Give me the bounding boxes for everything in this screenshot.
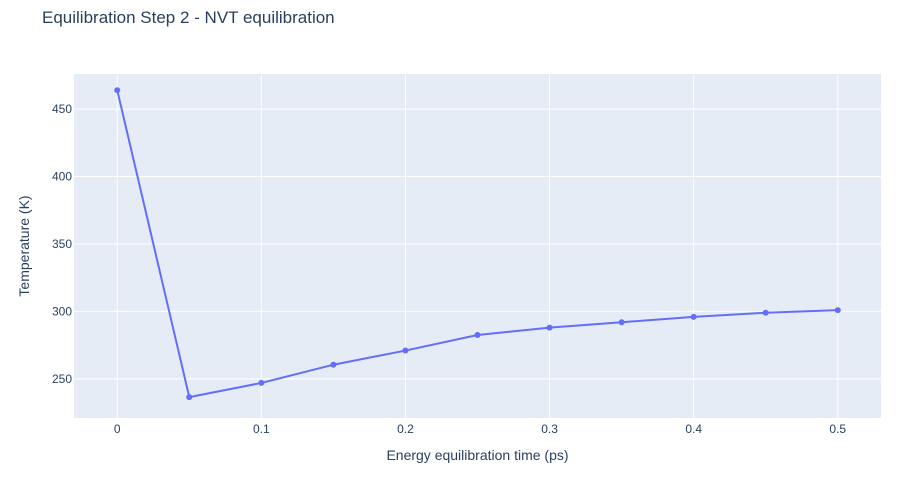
x-axis-title: Energy equilibration time (ps) — [386, 447, 568, 463]
y-tick-label: 250 — [52, 372, 72, 386]
data-point[interactable] — [690, 313, 697, 320]
y-tick-label: 300 — [52, 304, 72, 318]
y-tick-label: 400 — [52, 170, 72, 184]
data-point[interactable] — [114, 87, 121, 94]
data-point[interactable] — [402, 347, 409, 354]
series-layer — [114, 87, 841, 401]
y-tick-label: 450 — [52, 102, 72, 116]
data-point[interactable] — [330, 361, 337, 368]
gridlines — [74, 74, 881, 418]
x-tick-label: 0.5 — [829, 422, 846, 436]
data-point[interactable] — [258, 379, 265, 386]
x-tick-label: 0.2 — [397, 422, 414, 436]
x-tick-label: 0 — [114, 422, 121, 436]
chart-title: Equilibration Step 2 - NVT equilibration — [42, 8, 335, 27]
plot-area — [74, 74, 881, 418]
x-tick-label: 0.4 — [685, 422, 702, 436]
y-tick-label: 350 — [52, 237, 72, 251]
data-point[interactable] — [186, 394, 193, 401]
y-axis-title: Temperature (K) — [16, 195, 32, 296]
data-point[interactable] — [546, 324, 553, 331]
tick-labels: 0 0.1 0.2 0.3 0.4 0.5 250 300 350 400 450 — [52, 102, 846, 436]
data-point[interactable] — [618, 319, 625, 326]
data-point[interactable] — [762, 309, 769, 316]
x-tick-label: 0.3 — [541, 422, 558, 436]
x-tick-label: 0.1 — [253, 422, 270, 436]
data-point[interactable] — [474, 332, 481, 339]
data-point[interactable] — [834, 307, 841, 314]
